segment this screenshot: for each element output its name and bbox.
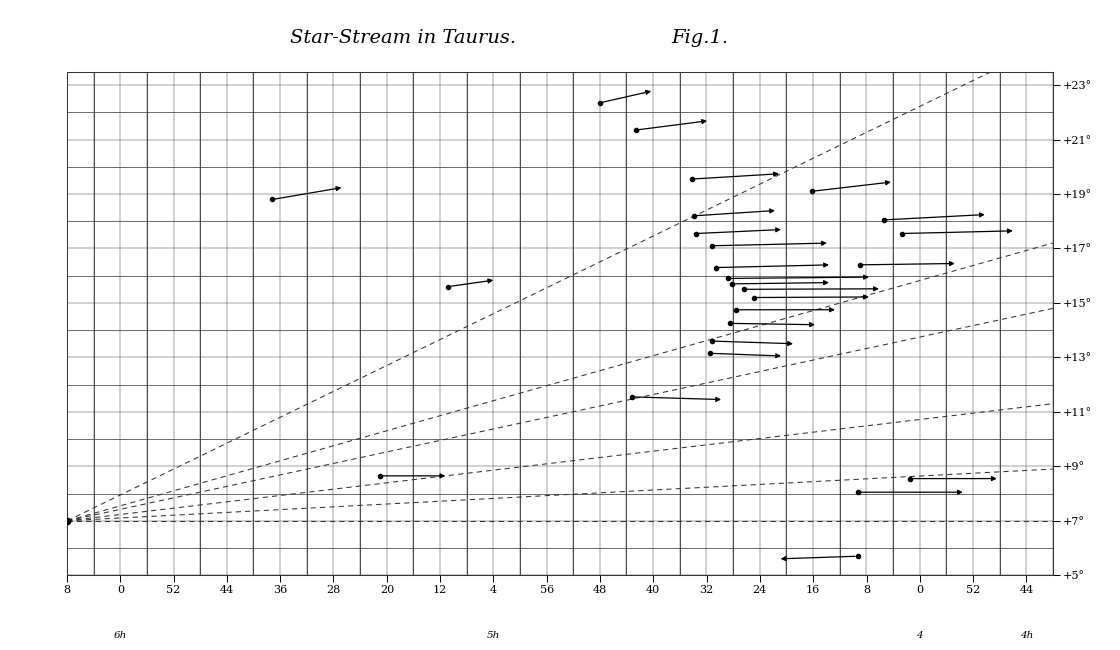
Text: Star-Stream in Taurus.: Star-Stream in Taurus. [290,29,516,47]
Text: 4h: 4h [1020,631,1033,640]
Text: 6h: 6h [114,631,127,640]
Text: Fig.1.: Fig.1. [671,29,729,47]
Text: 4: 4 [916,631,923,640]
Text: 5h: 5h [486,631,500,640]
